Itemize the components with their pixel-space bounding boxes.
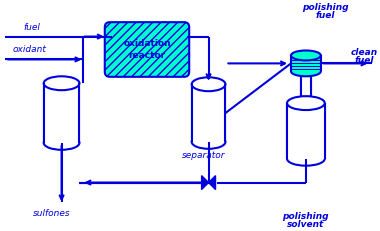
Bar [287, 103, 325, 159]
Bar [192, 84, 225, 142]
Bar [291, 55, 321, 71]
Text: reactor: reactor [128, 51, 166, 60]
Text: clean: clean [351, 49, 378, 58]
Ellipse shape [291, 51, 321, 61]
Text: fuel: fuel [355, 56, 374, 65]
Bar [301, 71, 311, 103]
Ellipse shape [192, 135, 225, 149]
Bar [44, 83, 79, 143]
Ellipse shape [287, 96, 325, 110]
Text: polishing: polishing [283, 212, 329, 221]
Text: separator: separator [182, 151, 225, 160]
Ellipse shape [287, 152, 325, 166]
Text: sulfones: sulfones [33, 209, 70, 218]
Ellipse shape [44, 76, 79, 90]
Text: solvent: solvent [287, 220, 325, 229]
Bar [192, 84, 225, 142]
Ellipse shape [44, 136, 79, 150]
Text: oxidation: oxidation [123, 39, 171, 48]
Text: fuel: fuel [316, 11, 336, 20]
Bar [44, 83, 79, 143]
Text: fuel: fuel [23, 23, 40, 32]
FancyBboxPatch shape [105, 22, 189, 77]
Text: oxidant: oxidant [13, 46, 47, 55]
Bar [291, 55, 321, 71]
Ellipse shape [192, 77, 225, 91]
Text: polishing: polishing [302, 3, 349, 12]
Bar [287, 103, 325, 159]
Ellipse shape [291, 66, 321, 76]
Polygon shape [202, 176, 209, 189]
Polygon shape [209, 176, 215, 189]
